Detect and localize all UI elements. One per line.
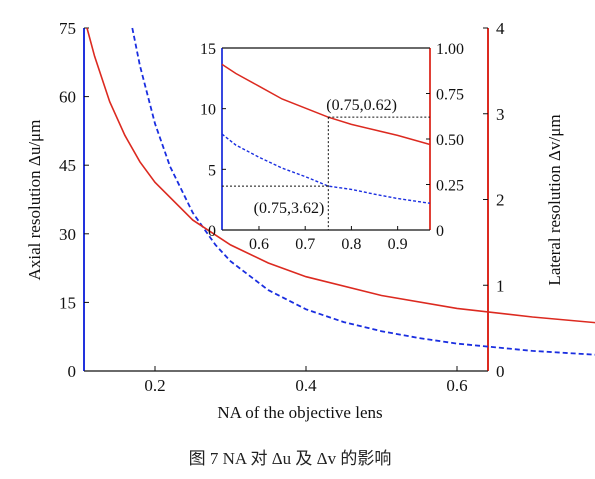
- left-y-tick-label: 60: [59, 88, 76, 107]
- right-y-tick-label: 0: [496, 362, 505, 381]
- lateral-resolution-series: [86, 27, 595, 324]
- inset-plot: 0.6 0.7 0.8 0.9 0 5 10 15 0 0.25 0.50 0.75 1.00 (0.75…: [200, 41, 464, 253]
- right-y-axis-label: Lateral resolution Δv/μm: [545, 114, 564, 285]
- x-tick-label: 0.4: [295, 376, 317, 395]
- right-y-tick-label: 1: [496, 276, 505, 295]
- inset-right-y-tick-label: 0.75: [436, 87, 464, 104]
- inset-x-tick-label: 0.7: [295, 236, 315, 253]
- left-y-tick-label: 15: [59, 293, 76, 312]
- inset-left-y-tick-label: 10: [200, 102, 216, 119]
- inset-left-y-tick-label: 15: [200, 41, 216, 58]
- x-axis-label: NA of the objective lens: [217, 403, 382, 422]
- left-y-tick-label: 0: [68, 362, 77, 381]
- x-tick-label: 0.2: [144, 376, 165, 395]
- right-y-tick-label: 3: [496, 105, 505, 124]
- inset-right-y-tick-label: 0.50: [436, 132, 464, 149]
- inset-left-y-tick-label: 5: [208, 162, 216, 179]
- left-y-tick-label: 30: [59, 225, 76, 244]
- x-tick-label: 0.6: [446, 376, 467, 395]
- inset-background: [222, 48, 430, 230]
- inset-axial-resolution-series: [221, 133, 431, 204]
- figure-caption: 图 7 NA 对 Δu 及 Δv 的影响: [189, 449, 392, 468]
- annotation-label: (0.75,0.62): [326, 97, 397, 114]
- inset-left-y-tick-label: 0: [208, 223, 216, 240]
- axial-resolution-series: [131, 27, 595, 356]
- main-plot: 0.2 0.4 0.6 0.8 1.00 15 30 45 60 75 0 1 2 3 4: [59, 19, 595, 395]
- right-y-tick-label: 4: [496, 19, 505, 38]
- annotation-label: (0.75,3.62): [254, 200, 325, 217]
- inset-x-tick-label: 0.9: [388, 236, 408, 253]
- inset-right-y-tick-label: 0.25: [436, 178, 464, 195]
- inset-x-tick-label: 0.6: [249, 236, 269, 253]
- inset-right-y-tick-label: 0: [436, 223, 444, 240]
- inset-x-tick-label: 0.8: [341, 236, 361, 253]
- right-y-tick-label: 2: [496, 191, 505, 210]
- left-y-axis-label: Axial resolution Δu/μm: [25, 120, 44, 281]
- left-y-tick-label: 75: [59, 19, 76, 38]
- inset-right-y-tick-label: 1.00: [436, 41, 464, 58]
- left-y-tick-label: 45: [59, 156, 76, 175]
- inset-lateral-resolution-series: [221, 63, 431, 146]
